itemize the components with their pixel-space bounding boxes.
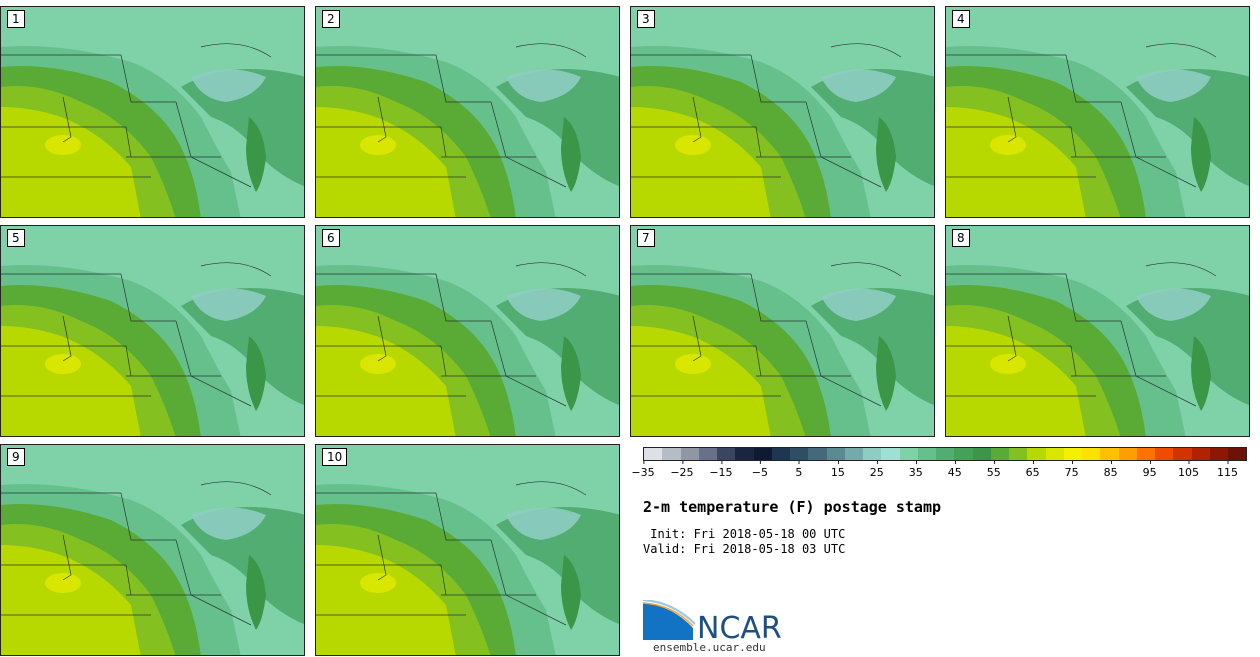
colorbar-swatch (1155, 448, 1174, 460)
colorbar-tick: 85 (1104, 460, 1118, 479)
colorbar-swatch (1209, 448, 1228, 460)
colorbar-swatch (1082, 448, 1101, 460)
ncar-logo-icon (643, 600, 695, 640)
panel-7: 7 (630, 225, 935, 437)
colorbar-swatch (1045, 448, 1064, 460)
colorbar-tick: 15 (831, 460, 845, 479)
colorbar-tick: 75 (1065, 460, 1079, 479)
panel-4: 4 (945, 6, 1250, 218)
colorbar-tick: −15 (709, 460, 733, 479)
colorbar-swatch (863, 448, 882, 460)
panel-number: 8 (952, 229, 970, 247)
colorbar-swatch (790, 448, 809, 460)
colorbar-swatch (680, 448, 699, 460)
colorbar-swatch (1228, 448, 1247, 460)
colorbar (643, 447, 1247, 461)
panel-10: 10 (315, 444, 620, 656)
colorbar-ticks: −35 −25 −15 −5 5 15 25 35 45 55 65 75 85 95 105 115 (631, 460, 1247, 483)
colorbar-swatch (917, 448, 936, 460)
panel-8: 8 (945, 225, 1250, 437)
colorbar-swatch (936, 448, 955, 460)
colorbar-swatch (808, 448, 827, 460)
colorbar-swatch (1118, 448, 1137, 460)
colorbar-swatch (990, 448, 1009, 460)
colorbar-tick: 115 (1217, 460, 1238, 479)
colorbar-tick: 65 (1026, 460, 1040, 479)
colorbar-tick: −5 (752, 460, 768, 479)
panel-number: 10 (322, 448, 348, 466)
chart-title: 2-m temperature (F) postage stamp (643, 498, 942, 516)
colorbar-tick: 5 (795, 460, 802, 479)
panel-number: 1 (7, 10, 25, 28)
panel-1: 1 (0, 6, 305, 218)
colorbar-tick: 35 (909, 460, 923, 479)
panel-number: 5 (7, 229, 25, 247)
panel-number: 2 (322, 10, 340, 28)
colorbar-swatch (1136, 448, 1155, 460)
panel-5: 5 (0, 225, 305, 437)
panel-6: 6 (315, 225, 620, 437)
colorbar-swatch (1173, 448, 1192, 460)
colorbar-tick: −25 (670, 460, 694, 479)
colorbar-tick: 105 (1178, 460, 1199, 479)
colorbar-tick: 45 (948, 460, 962, 479)
colorbar-swatch (881, 448, 900, 460)
colorbar-swatch (954, 448, 973, 460)
ncar-logo-text: NCAR (697, 611, 782, 646)
init-time: Init: Fri 2018-05-18 00 UTC (643, 527, 846, 541)
panel-number: 9 (7, 448, 25, 466)
colorbar-swatch (753, 448, 772, 460)
colorbar-swatch (1063, 448, 1082, 460)
colorbar-swatch (1100, 448, 1119, 460)
colorbar-swatch (644, 448, 663, 460)
colorbar-swatch (771, 448, 790, 460)
valid-time: Valid: Fri 2018-05-18 03 UTC (643, 542, 846, 556)
colorbar-swatch (1009, 448, 1028, 460)
colorbar-swatch (698, 448, 717, 460)
colorbar-swatch (1191, 448, 1210, 460)
panel-number: 6 (322, 229, 340, 247)
colorbar-tick: 95 (1143, 460, 1157, 479)
colorbar-swatch (662, 448, 681, 460)
panel-3: 3 (630, 6, 935, 218)
panel-number: 7 (637, 229, 655, 247)
site-url: ensemble.ucar.edu (653, 641, 766, 654)
colorbar-swatch (1027, 448, 1046, 460)
panel-2: 2 (315, 6, 620, 218)
colorbar-swatch (735, 448, 754, 460)
colorbar-tick: −35 (631, 460, 655, 479)
panel-number: 4 (952, 10, 970, 28)
colorbar-swatch (844, 448, 863, 460)
colorbar-tick: 55 (987, 460, 1001, 479)
colorbar-swatch (717, 448, 736, 460)
panel-number: 3 (637, 10, 655, 28)
colorbar-swatch (826, 448, 845, 460)
colorbar-tick: 25 (870, 460, 884, 479)
colorbar-swatch (899, 448, 918, 460)
panel-9: 9 (0, 444, 305, 656)
colorbar-swatch (972, 448, 991, 460)
